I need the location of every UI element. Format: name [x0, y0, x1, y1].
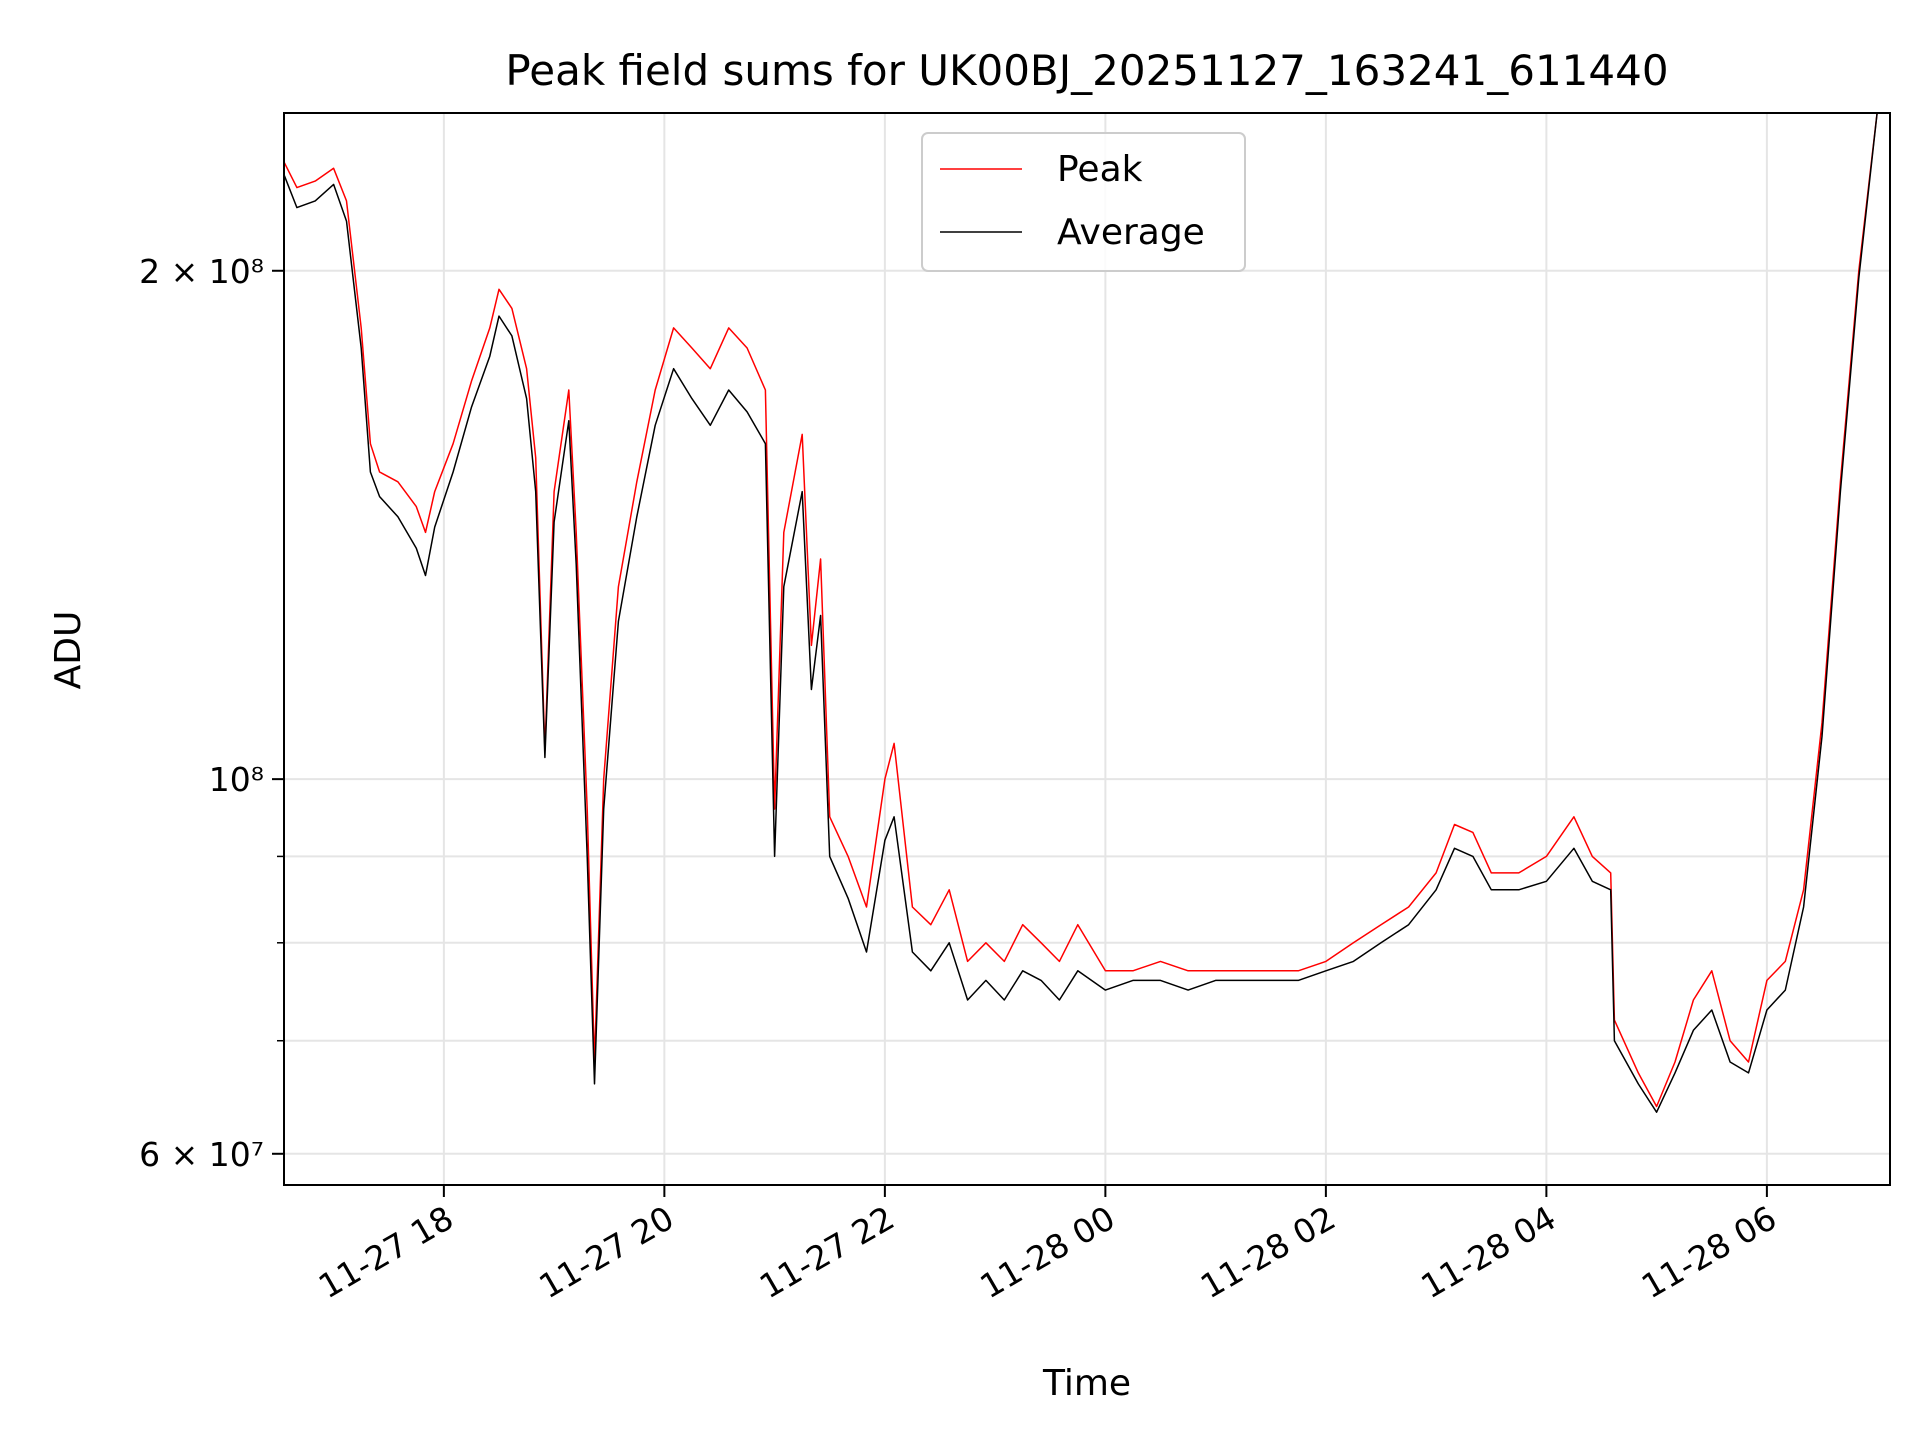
plot-frame: [283, 112, 1891, 1186]
legend: Peak Average: [921, 132, 1246, 272]
series-group: [284, 113, 1878, 1113]
y-tick-label: 10⁸: [209, 760, 264, 799]
y-tick-label: 6 × 10⁷: [139, 1135, 264, 1174]
legend-label-peak: Peak: [1057, 149, 1143, 190]
legend-label-average: Average: [1057, 212, 1205, 253]
y-tick-label: 2 × 10⁸: [139, 252, 264, 291]
series-line-peak: [284, 113, 1878, 1108]
plot-area: [284, 113, 1878, 1113]
legend-box: [921, 132, 1246, 272]
y-axis-label: ADU: [48, 611, 89, 690]
x-axis-label: Time: [1042, 1363, 1131, 1404]
chart-title: Peak field sums for UK00BJ_20251127_1632…: [505, 46, 1668, 95]
series-line-average: [284, 113, 1878, 1113]
